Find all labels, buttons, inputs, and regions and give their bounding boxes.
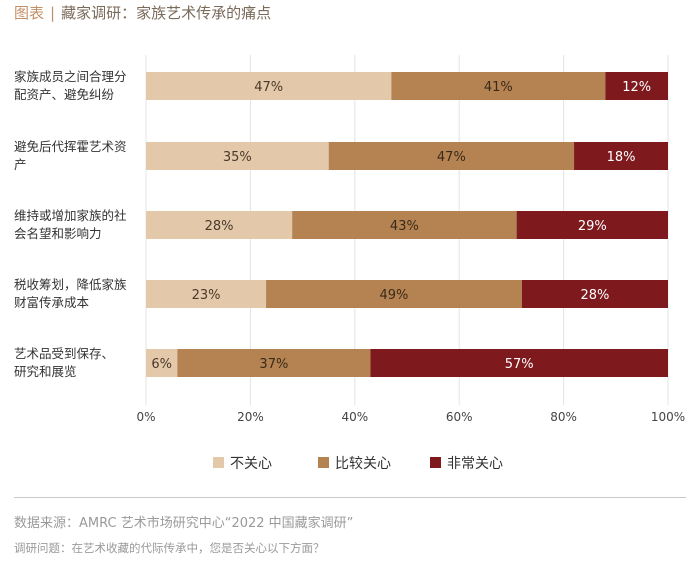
category-label: 产: [14, 157, 27, 172]
data-label: 47%: [437, 150, 466, 165]
bar-segment: [574, 142, 668, 170]
chart-title: 藏家调研：家族艺术传承的痛点: [61, 4, 272, 22]
data-label: 18%: [607, 150, 636, 165]
x-tick-label: 80%: [550, 410, 577, 424]
data-label: 47%: [254, 80, 283, 95]
category-label: 研究和展览: [14, 364, 77, 379]
bar-segment: [177, 349, 371, 377]
legend-swatch: [318, 457, 329, 468]
bar-segment: [266, 280, 522, 308]
data-source: 数据来源：AMRC 艺术市场研究中心“2022 中国藏家调研”: [14, 516, 354, 531]
data-label: 57%: [505, 357, 534, 372]
category-label: 维持或增加家族的社: [14, 208, 127, 223]
bar-segment: [292, 211, 517, 239]
data-label: 37%: [259, 357, 288, 372]
category-label: 艺术品受到保存、: [14, 346, 114, 361]
bar-segment: [146, 280, 267, 308]
data-label: 35%: [223, 150, 252, 165]
category-label: 避免后代挥霍艺术资: [14, 139, 127, 154]
x-tick-label: 100%: [651, 410, 685, 424]
x-tick-label: 0%: [136, 410, 155, 424]
category-label: 家族成员之间合理分: [14, 69, 127, 84]
bar-segment: [146, 72, 392, 100]
legend-label: 比较关心: [335, 456, 391, 472]
data-label: 43%: [390, 219, 419, 234]
title-separator: |: [50, 4, 56, 22]
bar-segment: [516, 211, 668, 239]
page-title: 图表 | 藏家调研：家族艺术传承的痛点: [14, 2, 271, 23]
data-label: 23%: [192, 288, 221, 303]
category-label: 财富传承成本: [14, 295, 90, 310]
data-label: 49%: [379, 288, 408, 303]
bar-segment: [146, 142, 329, 170]
data-label: 28%: [580, 288, 609, 303]
legend-label: 非常关心: [447, 456, 503, 472]
bar-segment: [146, 211, 293, 239]
stacked-bar-chart: 0% 20% 40% 60% 80% 100% 47% 41% 12% 家族成员之间合理分配资产、…: [14, 55, 685, 472]
x-tick-label: 20%: [237, 410, 264, 424]
x-tick-label: 60%: [446, 410, 473, 424]
data-label: 12%: [622, 80, 651, 95]
data-label: 6%: [151, 357, 172, 372]
category-label: 配资产、避免纠纷: [14, 87, 115, 102]
x-tick-label: 40%: [341, 410, 368, 424]
survey-question: 调研问题：在艺术收藏的代际传承中，您是否关心以下方面？: [14, 541, 325, 555]
bar-segment: [605, 72, 668, 100]
data-label: 41%: [484, 80, 513, 95]
data-label: 28%: [205, 219, 234, 234]
legend-swatch: [213, 457, 224, 468]
category-label: 税收筹划，降低家族: [14, 277, 127, 292]
bar-segment: [146, 349, 178, 377]
chart-tag: 图表: [14, 4, 45, 22]
legend-label: 不关心: [230, 456, 272, 472]
legend-swatch: [430, 457, 441, 468]
category-label: 会名望和影响力: [14, 226, 102, 241]
data-label: 29%: [578, 219, 607, 234]
bar-segment: [328, 142, 575, 170]
bar-segment: [521, 280, 668, 308]
bar-segment: [391, 72, 606, 100]
footer-divider: [14, 497, 686, 498]
bar-segment: [370, 349, 668, 377]
